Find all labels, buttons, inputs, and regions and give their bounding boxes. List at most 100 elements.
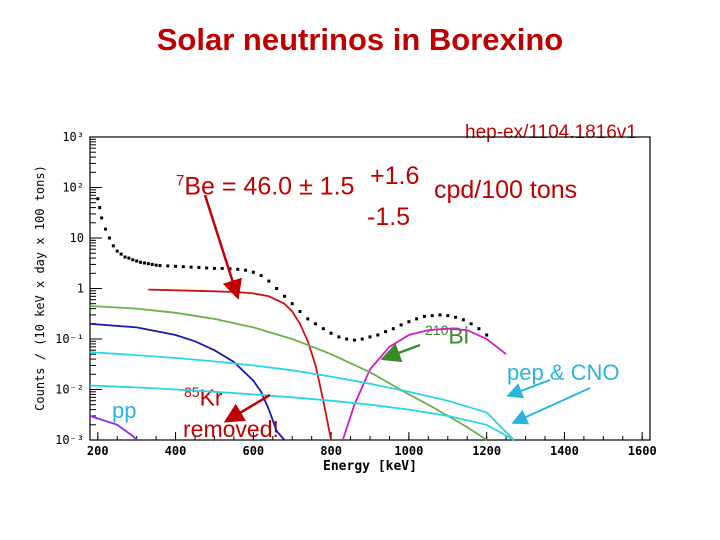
data-point [139, 260, 143, 264]
data-point [181, 265, 185, 269]
data-point [415, 317, 419, 321]
data-point [259, 274, 263, 278]
data-point [384, 330, 388, 334]
data-point [461, 318, 465, 322]
data-point [244, 268, 248, 272]
data-point [422, 314, 426, 318]
data-point [150, 262, 154, 266]
chart-data-points [96, 197, 489, 342]
data-point [220, 266, 224, 270]
data-point [469, 322, 473, 326]
data-point [236, 267, 240, 271]
series-line-cno_pep [89, 384, 515, 441]
be7-annotation: 7Be = 46.0 ± 1.5 [176, 172, 354, 201]
x-tick-label: 200 [87, 444, 109, 458]
data-point [100, 216, 104, 220]
data-point [174, 264, 178, 268]
data-point [212, 266, 216, 270]
data-point [107, 236, 111, 240]
data-point [407, 320, 411, 324]
data-point [228, 267, 232, 271]
data-point [123, 255, 127, 259]
y-tick-label: 10⁻¹ [55, 332, 84, 346]
data-point [477, 327, 481, 331]
data-point [135, 259, 139, 263]
data-point [368, 335, 372, 339]
kr85-text: Kr [199, 384, 223, 411]
data-point [430, 314, 434, 318]
data-point [314, 322, 318, 326]
kr85-removed-label: removed! [183, 416, 279, 442]
x-tick-label: 1200 [472, 444, 501, 458]
bi210-arrow [380, 343, 421, 363]
data-point [485, 333, 489, 337]
data-point [345, 337, 349, 341]
be7-unit: cpd/100 tons [434, 176, 578, 204]
data-point [104, 227, 108, 231]
y-tick-label: 10⁻² [55, 383, 84, 397]
data-point [446, 314, 450, 318]
x-tick-label: 1600 [628, 444, 657, 458]
data-point [251, 270, 255, 274]
data-point [131, 258, 135, 262]
data-point [267, 279, 271, 283]
data-point [454, 315, 458, 319]
x-tick-label: 400 [165, 444, 187, 458]
data-point [391, 327, 395, 331]
be7-plus-error: +1.6 [370, 162, 420, 190]
data-point [282, 294, 286, 298]
data-point [111, 244, 115, 248]
be7-text: Be = 46.0 ± 1.5 [184, 172, 355, 201]
data-point [146, 262, 150, 266]
data-point [98, 206, 102, 210]
x-tick-label: 1400 [550, 444, 579, 458]
data-point [166, 264, 170, 268]
data-point [306, 317, 310, 321]
slide-title: Solar neutrinos in Borexino [156, 22, 564, 57]
data-point [96, 197, 100, 201]
data-point [127, 256, 131, 260]
data-point [119, 252, 123, 256]
data-point [352, 338, 356, 342]
data-point [115, 249, 119, 253]
data-point [376, 333, 380, 337]
x-axis-title: Energy [keV] [323, 459, 417, 474]
data-point [329, 331, 333, 335]
y-tick-label: 10² [62, 181, 84, 195]
be7-minus-error: -1.5 [367, 203, 411, 231]
x-tick-label: 1000 [394, 444, 423, 458]
be7-arrow [203, 194, 242, 300]
data-point [275, 287, 279, 290]
y-tick-label: 1 [77, 282, 84, 296]
pp-label: pp [112, 398, 137, 423]
reference-label: hep-ex/1104.1816v1 [465, 122, 637, 143]
chart-curves [89, 288, 515, 441]
cno-arrow [511, 387, 591, 425]
data-point [154, 263, 158, 267]
bi210-text: Bi [448, 322, 469, 349]
data-point [360, 337, 364, 341]
kr85-superscript: 85 [184, 384, 200, 400]
data-point [438, 313, 442, 317]
data-point [337, 335, 341, 339]
data-point [205, 266, 209, 270]
kr85-label: 85Kr [184, 384, 223, 412]
data-point [290, 302, 294, 306]
pep-cno-label: pep & CNO [507, 360, 620, 385]
y-tick-label: 10 [70, 231, 84, 245]
data-point [142, 261, 146, 265]
x-tick-label: 600 [242, 444, 264, 458]
bi210-label: 210Bi [425, 322, 469, 350]
data-point [399, 323, 403, 327]
bi210-superscript: 210 [425, 322, 449, 338]
data-point [298, 310, 302, 314]
y-tick-label: 10³ [62, 130, 84, 144]
series-line-cno_pep [89, 351, 515, 441]
x-tick-label: 800 [320, 444, 342, 458]
data-point [158, 264, 162, 268]
data-point [197, 266, 201, 270]
y-tick-label: 10⁻³ [55, 433, 84, 447]
data-point [321, 327, 325, 331]
y-axis-title: Counts / (10 keV x day x 100 tons) [33, 165, 47, 411]
